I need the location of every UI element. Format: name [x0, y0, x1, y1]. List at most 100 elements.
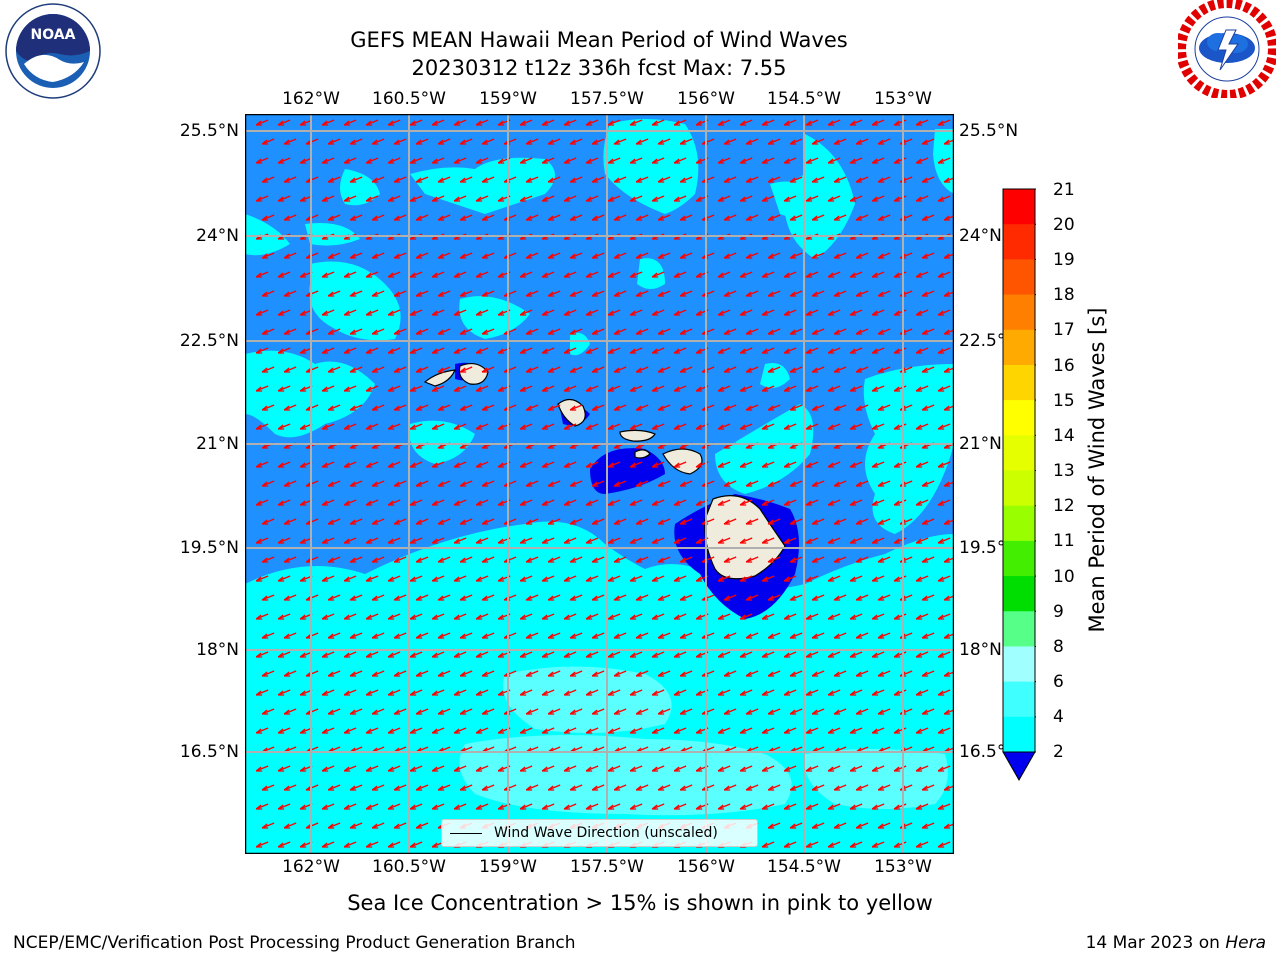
wave-direction-arrowhead: [723, 253, 731, 259]
wave-direction-arrowhead: [541, 272, 549, 278]
wave-direction-arrowhead: [745, 633, 753, 639]
wave-direction-arrowhead: [591, 557, 599, 563]
wave-direction-arrowhead: [277, 462, 285, 468]
wave-direction-arrowhead: [321, 728, 329, 734]
wave-direction-arrowhead: [805, 462, 813, 468]
wave-direction-arrowhead: [299, 386, 307, 392]
wave-direction-arrowhead: [893, 614, 901, 620]
wave-direction-arrowhead: [827, 690, 835, 696]
wave-direction-arrowhead: [679, 405, 687, 411]
wave-direction-arrowhead: [629, 766, 637, 772]
wave-direction-arrowhead: [657, 481, 665, 487]
colorbar-tick: 20: [1053, 215, 1075, 235]
wave-direction-arrowhead: [277, 766, 285, 772]
wave-direction-arrowhead: [261, 633, 269, 639]
wave-direction-arrowhead: [877, 291, 885, 297]
wave-direction-arrowhead: [327, 405, 335, 411]
wave-direction-arrowhead: [415, 595, 423, 601]
wave-direction-arrowhead: [585, 120, 593, 126]
wave-direction-arrowhead: [371, 215, 379, 221]
wave-direction-arrowhead: [299, 196, 307, 202]
wave-direction-arrowhead: [629, 804, 637, 810]
wave-direction-arrowhead: [739, 386, 747, 392]
wave-direction-arrowhead: [453, 310, 461, 316]
wave-direction-arrowhead: [805, 576, 813, 582]
wave-direction-arrowhead: [827, 310, 835, 316]
wave-direction-arrowhead: [481, 215, 489, 221]
wave-direction-arrowhead: [915, 842, 923, 848]
wave-direction-arrowhead: [431, 196, 439, 202]
lon-tick: 156°W: [677, 857, 735, 877]
wave-direction-arrowhead: [937, 272, 945, 278]
wave-direction-arrowhead: [365, 538, 373, 544]
wave-direction-arrowhead: [431, 386, 439, 392]
colorbar-tick: 15: [1053, 391, 1075, 411]
wave-direction-arrowhead: [805, 424, 813, 430]
wave-direction-arrowhead: [497, 310, 505, 316]
wave-direction-arrowhead: [893, 766, 901, 772]
wave-direction-arrowhead: [761, 728, 769, 734]
wave-direction-arrowhead: [943, 595, 951, 601]
wave-direction-arrowhead: [695, 462, 703, 468]
wave-direction-arrowhead: [723, 405, 731, 411]
wave-direction-arrowhead: [365, 500, 373, 506]
wave-direction-arrowhead: [393, 139, 401, 145]
wave-direction-arrowhead: [591, 481, 599, 487]
wave-direction-arrowhead: [525, 633, 533, 639]
wave-direction-arrowhead: [277, 424, 285, 430]
wave-direction-arrowhead: [299, 728, 307, 734]
wave-direction-arrowhead: [459, 215, 467, 221]
wave-direction-arrowhead: [321, 348, 329, 354]
wave-direction-arrowhead: [255, 576, 263, 582]
wave-direction-arrowhead: [833, 785, 841, 791]
wave-direction-arrowhead: [657, 557, 665, 563]
wave-direction-arrowhead: [283, 177, 291, 183]
wave-direction-arrowhead: [635, 595, 643, 601]
wave-direction-arrowhead: [761, 500, 769, 506]
wave-direction-arrowhead: [299, 272, 307, 278]
wave-direction-arrowhead: [569, 595, 577, 601]
wave-direction-arrowhead: [519, 766, 527, 772]
wave-direction-arrowhead: [277, 728, 285, 734]
wave-direction-arrowhead: [349, 329, 357, 335]
wave-direction-arrowhead: [635, 329, 643, 335]
wave-direction-arrowhead: [327, 519, 335, 525]
wave-direction-arrowhead: [651, 348, 659, 354]
wave-direction-arrowhead: [547, 215, 555, 221]
wave-direction-arrowhead: [855, 481, 863, 487]
wave-direction-arrowhead: [679, 595, 687, 601]
wave-direction-arrowhead: [255, 766, 263, 772]
wave-direction-arrowhead: [789, 785, 797, 791]
wave-direction-arrowhead: [585, 386, 593, 392]
wave-direction-arrowhead: [789, 253, 797, 259]
wave-direction-arrowhead: [657, 633, 665, 639]
wave-direction-arrowhead: [255, 158, 263, 164]
wave-direction-arrowhead: [717, 766, 725, 772]
wave-direction-arrowhead: [767, 785, 775, 791]
wave-direction-arrowhead: [299, 766, 307, 772]
wave-direction-arrowhead: [481, 557, 489, 563]
wave-direction-arrowhead: [327, 177, 335, 183]
wave-direction-arrowhead: [277, 804, 285, 810]
wave-direction-arrowhead: [805, 348, 813, 354]
wave-direction-arrowhead: [855, 709, 863, 715]
wave-direction-arrowhead: [827, 766, 835, 772]
wave-direction-arrowhead: [613, 367, 621, 373]
wave-direction-arrowhead: [717, 690, 725, 696]
wave-direction-arrowhead: [541, 424, 549, 430]
wave-direction-arrowhead: [431, 766, 439, 772]
wave-direction-arrowhead: [761, 424, 769, 430]
wave-direction-arrowhead: [409, 576, 417, 582]
wave-direction-arrowhead: [387, 272, 395, 278]
wave-direction-arrowhead: [849, 652, 857, 658]
wave-direction-arrowhead: [321, 576, 329, 582]
wave-direction-arrowhead: [871, 728, 879, 734]
wave-direction-arrowhead: [877, 481, 885, 487]
lon-tick: 153°W: [874, 89, 932, 109]
nws-logo: [1176, 0, 1278, 100]
wave-direction-arrowhead: [453, 500, 461, 506]
wave-direction-arrowhead: [591, 633, 599, 639]
wave-direction-arrowhead: [679, 291, 687, 297]
wave-direction-arrowhead: [349, 481, 357, 487]
wave-direction-arrowhead: [723, 329, 731, 335]
